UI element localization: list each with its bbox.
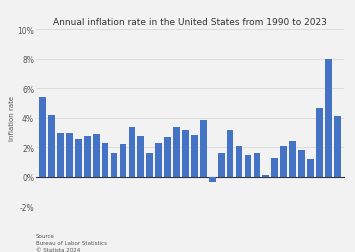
Bar bbox=[191, 135, 198, 177]
Bar bbox=[84, 136, 91, 177]
Bar bbox=[39, 98, 46, 177]
Bar bbox=[173, 127, 180, 177]
Bar bbox=[334, 117, 340, 177]
Bar bbox=[146, 154, 153, 177]
Bar bbox=[325, 60, 332, 177]
Bar bbox=[120, 145, 126, 177]
Bar bbox=[137, 136, 144, 177]
Bar bbox=[164, 138, 171, 177]
Bar bbox=[307, 159, 314, 177]
Bar bbox=[271, 159, 278, 177]
Bar bbox=[182, 130, 189, 177]
Bar bbox=[66, 133, 73, 177]
Bar bbox=[93, 135, 99, 177]
Bar bbox=[111, 154, 118, 177]
Bar bbox=[200, 121, 207, 177]
Bar bbox=[289, 141, 296, 177]
Bar bbox=[129, 127, 135, 177]
Bar bbox=[262, 175, 269, 177]
Bar bbox=[236, 147, 242, 177]
Bar bbox=[209, 177, 215, 182]
Bar bbox=[316, 108, 323, 177]
Bar bbox=[102, 143, 109, 177]
Bar bbox=[48, 115, 55, 177]
Bar bbox=[155, 143, 162, 177]
Bar bbox=[75, 139, 82, 177]
Bar bbox=[227, 131, 234, 177]
Y-axis label: Inflation rate: Inflation rate bbox=[9, 96, 15, 141]
Bar bbox=[253, 153, 260, 177]
Bar bbox=[57, 133, 64, 177]
Bar bbox=[245, 156, 251, 177]
Bar bbox=[280, 146, 287, 177]
Bar bbox=[298, 151, 305, 177]
Title: Annual inflation rate in the United States from 1990 to 2023: Annual inflation rate in the United Stat… bbox=[53, 18, 327, 27]
Text: Source
Bureau of Labor Statistics
© Statista 2024: Source Bureau of Labor Statistics © Stat… bbox=[36, 233, 106, 252]
Bar bbox=[218, 153, 224, 177]
